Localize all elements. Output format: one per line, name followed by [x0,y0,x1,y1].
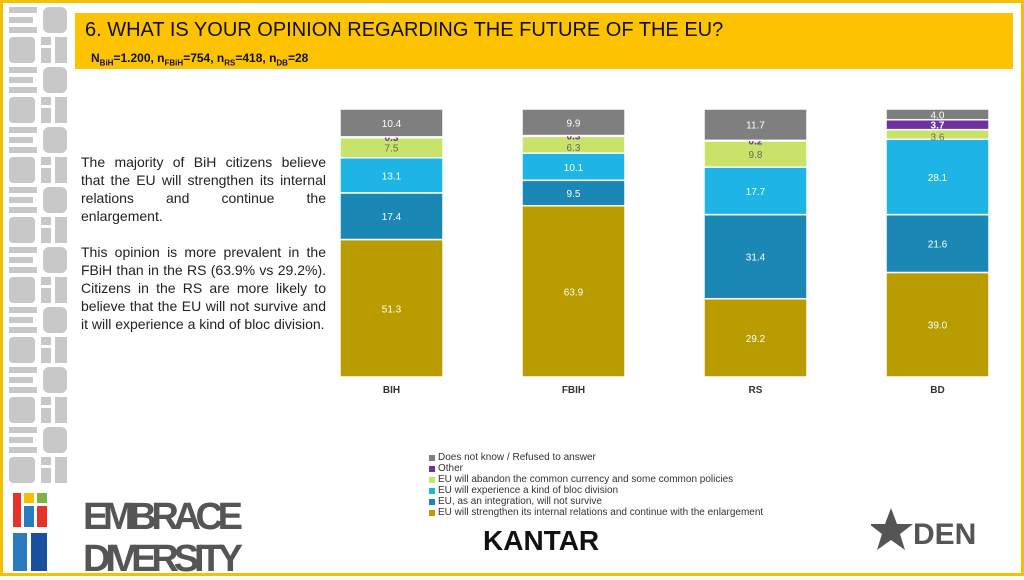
legend-item: EU, as an integration, will not survive [429,496,763,507]
legend-swatch [429,509,435,516]
data-label: 3.7 [931,121,945,132]
legend-label: EU will abandon the common currency and … [438,474,734,485]
data-label: 11.7 [746,121,765,132]
data-label: 4.0 [931,110,945,121]
sample-sub: DB [276,58,288,68]
sample-sub: BiH [99,58,114,68]
data-label: 3.6 [931,132,945,143]
svg-text:DEN: DEN [913,518,976,551]
data-label: 29.2 [746,334,766,345]
data-label: 9.5 [567,189,581,200]
data-label: 39.0 [928,321,948,332]
legend-item: Other [429,463,763,474]
embrace-diversity-logo: EMBRACE DIVERSITY [11,491,251,580]
data-label: 51.3 [382,304,402,315]
legend-label: EU, as an integration, will not survive [438,496,602,507]
legend-swatch [429,498,435,505]
category-label: RS [749,385,763,396]
bar-segment [703,297,808,378]
data-label: 6.3 [567,143,581,154]
sample-n: n [157,51,165,65]
bar-segment [703,140,808,168]
den-logo: DEN [869,506,991,561]
bar-segment [521,152,626,182]
legend-label: Other [438,463,464,474]
sample-val: =1.200, [113,51,158,65]
data-label: 0.3 [567,132,581,143]
header-banner: 6. WHAT IS YOUR OPINION REGARDING THE FU… [75,13,1013,69]
legend-item: EU will strengthen its internal relation… [429,507,763,518]
bar-segment [703,108,808,142]
commentary: The majority of BiH citizens believe tha… [81,153,326,351]
bar-segment [521,204,626,378]
legend-label: EU will experience a kind of bloc divisi… [438,485,619,496]
sample-sub: RS [224,58,236,68]
kantar-logo: KANTAR [483,525,600,556]
sample-size: NBiH=1.200, [91,51,158,68]
sample-val: =418, [235,51,270,65]
legend-swatch [429,454,435,461]
legend-label: EU will strengthen its internal relation… [438,507,764,518]
bar-segment [339,192,444,241]
data-label: 63.9 [564,287,584,298]
eu-bih-pattern-decoration [9,7,67,483]
data-label: 31.4 [746,253,766,264]
bar-segment [339,157,444,194]
category-label: FBIH [562,385,585,396]
category-label: BIH [383,385,400,396]
sample-size: nFBiH=754, [157,51,217,68]
data-label: 13.1 [382,171,402,182]
sample-sizes: NBiH=1.200, nFBiH=754, nRS=418, nDB=28 [91,51,308,67]
bar-segment [703,166,808,216]
legend-item: EU will abandon the common currency and … [429,474,763,485]
commentary-paragraph: This opinion is more prevalent in the FB… [81,244,326,332]
bar-segment [885,138,990,216]
category-label: BD [930,385,944,396]
data-label: 21.6 [928,240,948,251]
sample-n: n [269,51,277,65]
legend-swatch [429,487,435,494]
data-label: 0.3 [385,133,399,144]
svg-text:DIVERSITY: DIVERSITY [83,538,243,575]
data-label: 17.4 [382,212,402,223]
legend: Does not know / Refused to answer Other EU… [429,452,763,518]
sample-val: =754, [183,51,217,65]
data-label: 7.5 [385,144,399,155]
data-label: 10.4 [382,119,402,130]
page-title: 6. WHAT IS YOUR OPINION REGARDING THE FU… [85,19,724,41]
bar-segment [885,271,990,378]
sample-val: =28 [287,51,309,65]
bar-segment [521,108,626,137]
svg-text:EMBRACE: EMBRACE [83,496,243,538]
stacked-bar-chart: 51.317.413.17.50.310.4BIH63.99.510.16.30… [339,108,990,396]
bar-segment [885,213,990,274]
sample-size: nDB=28 [269,51,309,68]
bar-segment [521,179,626,207]
sample-sub: FBiH [164,58,184,68]
legend-item: Does not know / Refused to answer [429,452,763,463]
sample-n: N [91,51,100,65]
legend-item: EU will experience a kind of bloc divisi… [429,485,763,496]
data-label: 10.1 [564,163,584,174]
sample-size: nRS=418, [216,51,270,68]
data-label: 0.2 [749,136,763,147]
legend-swatch [429,465,435,472]
bar-segment [703,213,808,300]
legend-swatch [429,476,435,483]
data-label: 17.7 [746,187,766,198]
legend-label: Does not know / Refused to answer [438,452,596,463]
bar-segment [339,108,444,138]
commentary-paragraph: The majority of BiH citizens believe tha… [81,154,326,224]
sample-n: n [216,51,225,65]
data-label: 28.1 [928,173,948,184]
data-label: 9.8 [749,150,763,161]
data-label: 9.9 [567,118,581,129]
bar-segment [885,108,990,121]
